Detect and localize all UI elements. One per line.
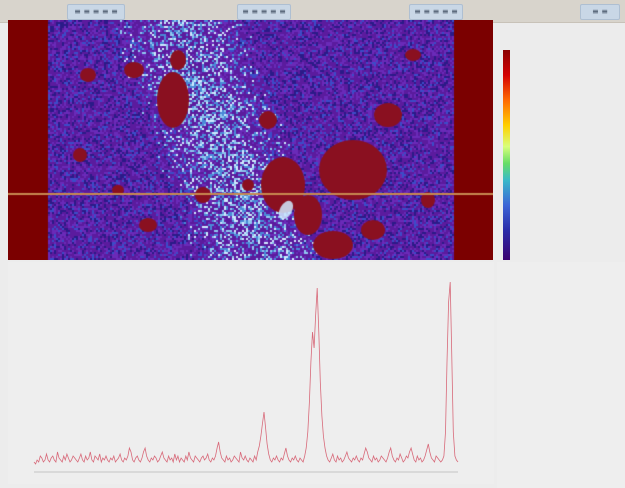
toolbar-button-3[interactable]: ≡ ≡ ≡ ≡ ≡ bbox=[409, 4, 463, 20]
heatmap-canvas[interactable] bbox=[8, 20, 493, 260]
right-panel bbox=[497, 262, 625, 488]
heatmap-view[interactable] bbox=[8, 20, 493, 260]
toolbar-button-2[interactable]: ≡ ≡ ≡ ≡ ≡ bbox=[237, 4, 291, 20]
legend-color-bar bbox=[503, 50, 510, 260]
color-legend bbox=[497, 20, 559, 260]
toolbar: ≡ ≡ ≡ ≡ ≡ ≡ ≡ ≡ ≡ ≡ ≡ ≡ ≡ ≡ ≡ ≡ ≡ bbox=[0, 0, 625, 23]
profile-line bbox=[33, 281, 459, 465]
toolbar-button-1[interactable]: ≡ ≡ ≡ ≡ ≡ bbox=[67, 4, 125, 20]
toolbar-button-4[interactable]: ≡ ≡ bbox=[580, 4, 620, 20]
profile-plot[interactable] bbox=[8, 262, 494, 484]
profile-chart bbox=[33, 281, 459, 473]
